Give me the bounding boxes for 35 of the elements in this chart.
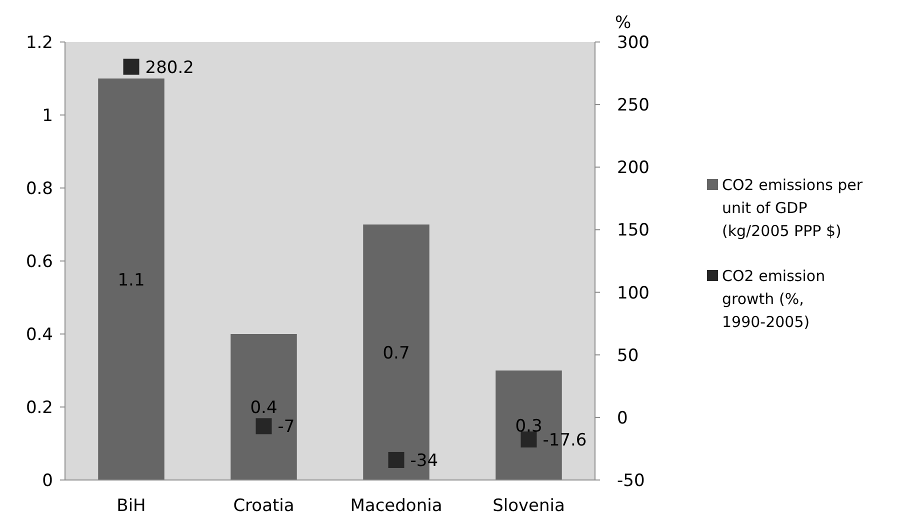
y2-axis-title: % (615, 13, 632, 33)
y2-tick-label: 150 (617, 220, 650, 241)
y2-tick-label: 300 (617, 33, 650, 53)
y-tick-label: 1.2 (26, 33, 53, 53)
data-label: 0.3 (515, 416, 542, 436)
y2-tick-label: 50 (617, 346, 639, 366)
y2-tick-label: -50 (617, 471, 645, 491)
y2-tick-label: 100 (617, 283, 650, 304)
x-tick-label: Slovenia (492, 496, 565, 516)
data-label: -7 (278, 417, 295, 438)
y-tick-label: 0.6 (26, 252, 53, 272)
bar (98, 78, 164, 480)
x-tick-label: Croatia (233, 496, 294, 516)
x-tick-label: Macedonia (350, 496, 442, 516)
data-label: 0.4 (250, 398, 278, 418)
point (388, 452, 404, 468)
data-label: 280.2 (145, 58, 194, 78)
legend-label: CO2 emissions per unit of GDP (kg/2005 PPP $) (722, 176, 864, 240)
data-label: -17.6 (542, 430, 587, 450)
point (520, 431, 537, 448)
y-tick-label: 0 (42, 471, 53, 491)
legend-label: CO2 emission growth (%, 1990-2005) (722, 267, 826, 331)
y2-tick-label: 200 (617, 158, 650, 178)
bar (230, 334, 297, 480)
y-tick-label: 1 (42, 106, 53, 126)
y2-tick-label: 0 (617, 408, 628, 428)
y-tick-label: 0.8 (26, 179, 53, 199)
point (256, 418, 272, 434)
data-label: 1.1 (118, 270, 145, 290)
data-label: 0.7 (382, 343, 410, 364)
point (123, 58, 140, 75)
y-tick-label: 0.4 (26, 325, 53, 345)
x-tick-label: BiH (116, 496, 146, 516)
y-tick-label: 0.2 (26, 398, 53, 418)
y2-tick-label: 250 (617, 96, 650, 116)
